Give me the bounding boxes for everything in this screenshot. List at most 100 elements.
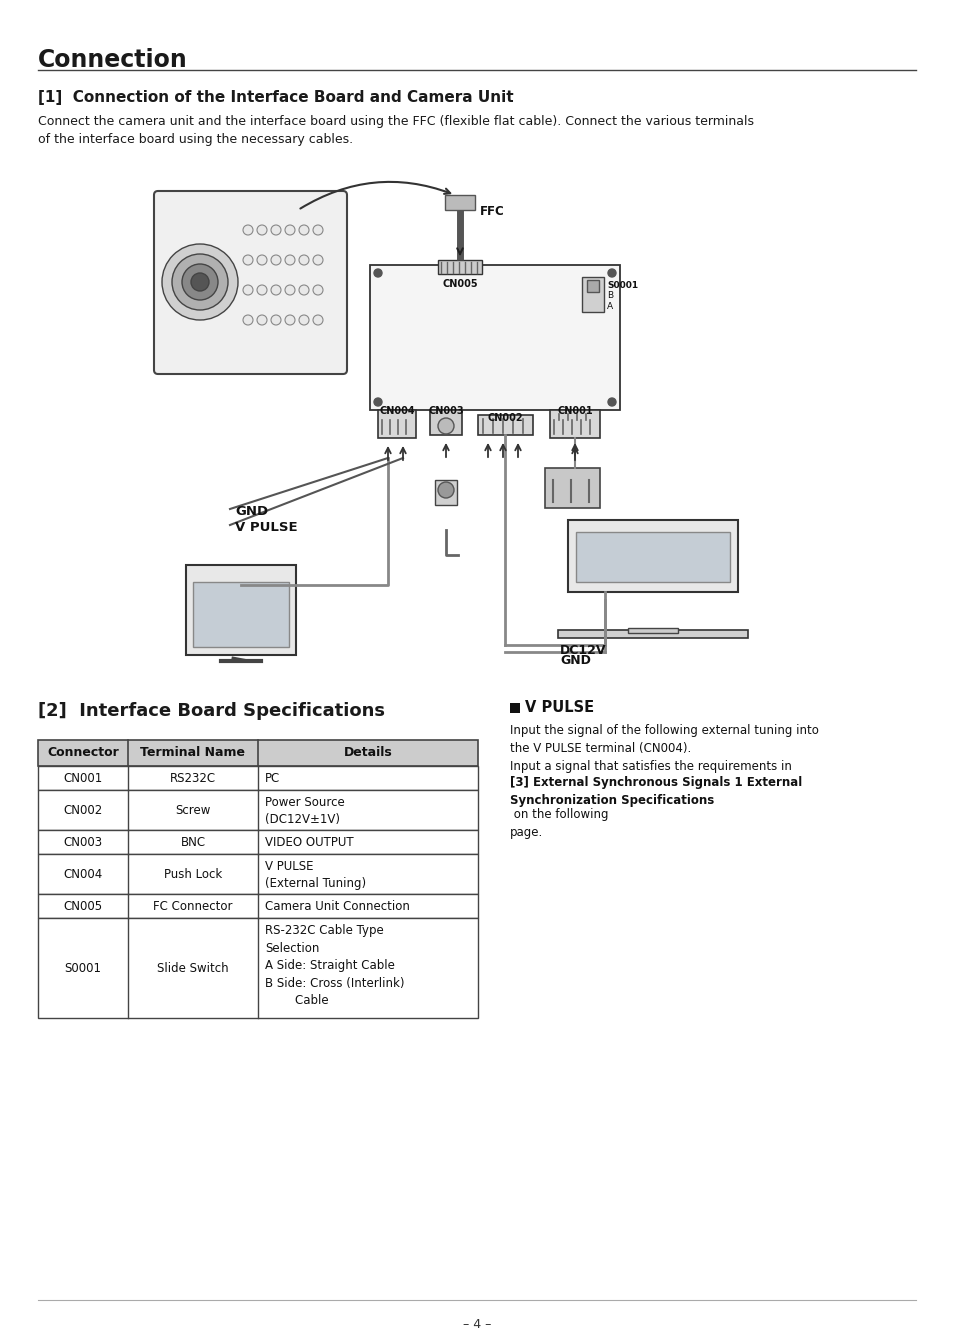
Bar — [581, 277, 603, 312]
Text: RS232C: RS232C — [170, 771, 215, 785]
Text: A: A — [606, 303, 613, 311]
Bar — [567, 520, 738, 592]
Circle shape — [374, 398, 381, 406]
Bar — [38, 790, 477, 830]
Circle shape — [191, 273, 209, 291]
Bar — [586, 280, 598, 292]
Text: VIDEO OUTPUT: VIDEO OUTPUT — [265, 836, 354, 849]
Text: RS-232C Cable Type
Selection
A Side: Straight Cable
B Side: Cross (Interlink)
  : RS-232C Cable Type Selection A Side: Str… — [265, 924, 404, 1007]
Text: CN005: CN005 — [63, 900, 103, 912]
Text: BNC: BNC — [180, 836, 205, 849]
Text: GND: GND — [234, 505, 268, 518]
Circle shape — [256, 254, 267, 265]
Bar — [38, 740, 477, 766]
Circle shape — [243, 285, 253, 295]
Circle shape — [298, 225, 309, 236]
Circle shape — [172, 254, 228, 311]
Text: [2]  Interface Board Specifications: [2] Interface Board Specifications — [38, 702, 385, 720]
Bar — [38, 830, 477, 854]
Text: CN002: CN002 — [63, 803, 103, 817]
Circle shape — [256, 315, 267, 325]
Circle shape — [271, 315, 281, 325]
Circle shape — [437, 418, 454, 434]
Circle shape — [313, 254, 323, 265]
Bar — [38, 766, 477, 790]
Circle shape — [243, 315, 253, 325]
Text: Power Source
(DC12V±1V): Power Source (DC12V±1V) — [265, 795, 344, 826]
Bar — [38, 740, 477, 766]
Text: CN004: CN004 — [63, 868, 103, 881]
Circle shape — [298, 285, 309, 295]
Text: S0001: S0001 — [606, 281, 638, 291]
Text: Screw: Screw — [175, 803, 211, 817]
Bar — [477, 415, 533, 435]
Circle shape — [437, 482, 454, 498]
Bar — [38, 854, 477, 894]
Circle shape — [256, 225, 267, 236]
Text: Push Lock: Push Lock — [164, 868, 222, 881]
Text: CN001: CN001 — [63, 771, 103, 785]
Bar — [627, 628, 678, 633]
Text: V PULSE
(External Tuning): V PULSE (External Tuning) — [265, 860, 366, 890]
Circle shape — [607, 398, 616, 406]
Text: PC: PC — [265, 771, 280, 785]
Bar — [186, 565, 295, 655]
Text: CN001: CN001 — [557, 406, 592, 416]
Circle shape — [313, 225, 323, 236]
Bar — [550, 410, 599, 438]
Text: DC12V: DC12V — [559, 644, 606, 656]
Circle shape — [285, 254, 294, 265]
Bar — [193, 582, 289, 647]
Bar — [38, 894, 477, 919]
Text: CN002: CN002 — [487, 412, 522, 423]
Text: Terminal Name: Terminal Name — [140, 747, 245, 759]
Text: CN004: CN004 — [378, 406, 415, 416]
Circle shape — [271, 254, 281, 265]
Bar — [544, 469, 599, 507]
Text: CN003: CN003 — [428, 406, 463, 416]
Circle shape — [313, 315, 323, 325]
Circle shape — [285, 225, 294, 236]
Circle shape — [162, 244, 237, 320]
Bar — [576, 532, 729, 581]
Text: [1]  Connection of the Interface Board and Camera Unit: [1] Connection of the Interface Board an… — [38, 90, 513, 104]
Text: Connection: Connection — [38, 48, 188, 72]
Text: CN005: CN005 — [442, 279, 477, 289]
Circle shape — [256, 285, 267, 295]
Circle shape — [243, 254, 253, 265]
Circle shape — [607, 269, 616, 277]
Circle shape — [374, 269, 381, 277]
Bar — [444, 195, 475, 210]
Text: V PULSE: V PULSE — [234, 521, 297, 534]
Text: CN003: CN003 — [63, 836, 103, 849]
Text: FC Connector: FC Connector — [153, 900, 233, 912]
Text: V PULSE: V PULSE — [524, 700, 594, 715]
Circle shape — [285, 285, 294, 295]
Circle shape — [271, 225, 281, 236]
Bar — [38, 919, 477, 1018]
Circle shape — [313, 285, 323, 295]
Bar — [435, 479, 456, 505]
Circle shape — [271, 285, 281, 295]
Circle shape — [243, 225, 253, 236]
Text: [3] External Synchronous Signals 1 External
Synchronization Specifications: [3] External Synchronous Signals 1 Exter… — [510, 777, 801, 807]
Text: – 4 –: – 4 – — [462, 1318, 491, 1331]
Circle shape — [182, 264, 218, 300]
Bar — [377, 410, 416, 438]
Circle shape — [298, 315, 309, 325]
Text: Slide Switch: Slide Switch — [157, 961, 229, 975]
Text: B: B — [606, 291, 613, 300]
Text: GND: GND — [559, 653, 590, 667]
Bar — [558, 631, 747, 637]
Text: S0001: S0001 — [65, 961, 101, 975]
Text: Input the signal of the following external tuning into
the V PULSE terminal (CN0: Input the signal of the following extern… — [510, 724, 818, 773]
Circle shape — [285, 315, 294, 325]
Text: Camera Unit Connection: Camera Unit Connection — [265, 900, 410, 912]
Text: FFC: FFC — [479, 205, 504, 218]
Text: Connect the camera unit and the interface board using the FFC (flexible flat cab: Connect the camera unit and the interfac… — [38, 115, 753, 146]
Bar — [510, 703, 519, 712]
Circle shape — [298, 254, 309, 265]
Bar — [437, 260, 481, 274]
Bar — [370, 265, 619, 410]
Text: Connector: Connector — [47, 747, 119, 759]
